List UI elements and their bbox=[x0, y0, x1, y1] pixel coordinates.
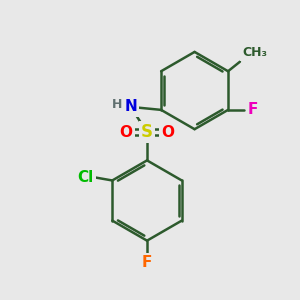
Text: F: F bbox=[248, 102, 259, 117]
Text: Cl: Cl bbox=[77, 170, 94, 185]
Text: O: O bbox=[120, 125, 133, 140]
Text: H: H bbox=[112, 98, 122, 111]
Text: CH₃: CH₃ bbox=[242, 46, 267, 59]
Text: O: O bbox=[161, 125, 174, 140]
Text: F: F bbox=[142, 255, 152, 270]
Text: N: N bbox=[124, 99, 137, 114]
Text: S: S bbox=[141, 123, 153, 141]
